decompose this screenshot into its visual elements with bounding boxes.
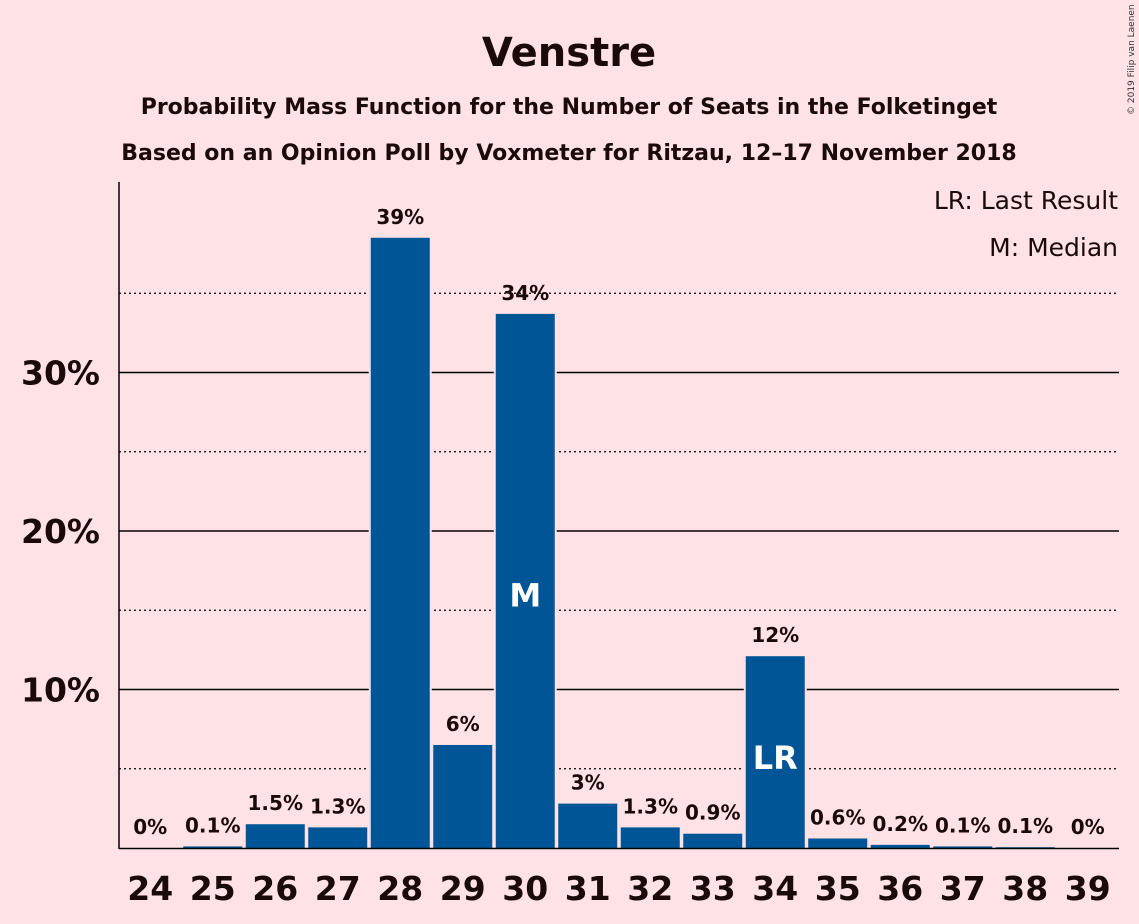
gridlines: [119, 292, 1119, 770]
median-marker: M: [509, 576, 541, 614]
data-label: 39%: [376, 205, 424, 229]
bar: [870, 844, 930, 848]
legend-median: M: Median: [989, 233, 1118, 262]
chart-subtitle-1: Probability Mass Function for the Number…: [141, 95, 998, 120]
x-tick-label: 33: [690, 869, 736, 908]
x-tick-label: 32: [627, 869, 673, 908]
data-label: 1.3%: [310, 794, 365, 818]
data-label: 0.9%: [685, 801, 740, 825]
x-tick-label: 35: [815, 869, 861, 908]
legend-last-result: LR: Last Result: [934, 186, 1118, 215]
data-label: 0.6%: [810, 805, 865, 829]
data-label: 0.1%: [185, 813, 240, 837]
bar-halo: [993, 845, 1057, 848]
data-label: 34%: [501, 281, 549, 305]
bar: [495, 313, 555, 849]
data-label: 0%: [1071, 815, 1105, 839]
x-tick-label: 34: [752, 869, 798, 908]
bar: [308, 827, 368, 848]
data-label: 3%: [571, 771, 605, 795]
bar-halo: [931, 844, 995, 848]
data-label: 6%: [446, 712, 480, 736]
bar: [245, 824, 305, 848]
x-tick-label: 27: [315, 869, 361, 908]
data-label: 12%: [751, 623, 799, 647]
data-label: 1.3%: [623, 794, 678, 818]
y-tick-label: 20%: [21, 512, 100, 551]
data-label: 1.5%: [248, 791, 303, 815]
x-tick-label: 31: [565, 869, 611, 908]
x-tick-label: 37: [940, 869, 986, 908]
x-tick-label: 39: [1065, 869, 1111, 908]
x-tick-label: 38: [1002, 869, 1048, 908]
x-tick-label: 28: [377, 869, 423, 908]
data-label: 0.2%: [873, 812, 928, 836]
bar: [933, 846, 993, 848]
x-tick-label: 25: [190, 869, 236, 908]
copyright-notice: © 2019 Filip van Laenen: [1127, 4, 1137, 115]
data-label: 0.1%: [998, 814, 1053, 838]
x-tick-label: 24: [127, 869, 173, 908]
bar: [433, 744, 493, 848]
y-tick-label: 30%: [21, 354, 100, 393]
bars-group: [181, 235, 1057, 849]
x-tick-label: 36: [877, 869, 923, 908]
x-tick-label: 26: [252, 869, 298, 908]
bar-halo: [181, 844, 245, 848]
bar: [183, 846, 243, 848]
chart-subtitle-2: Based on an Opinion Poll by Voxmeter for…: [121, 141, 1016, 166]
bar: [558, 803, 618, 848]
labels-group: 10% 20% 30% 0% 24 0.1% 25 1.5% 26 1.3% 27 39% 28 6% 29…: [21, 205, 1111, 908]
chart-title: Venstre: [482, 30, 656, 76]
data-label: 0%: [133, 815, 167, 839]
data-label: 0.1%: [935, 813, 990, 837]
bar: [745, 656, 805, 848]
bar: [370, 237, 430, 848]
x-tick-label: 29: [440, 869, 486, 908]
bar: [808, 838, 868, 848]
bar: [683, 833, 743, 848]
x-tick-label: 30: [502, 869, 548, 908]
bar: [620, 827, 680, 848]
last-result-marker: LR: [753, 739, 798, 777]
y-tick-label: 10%: [21, 671, 100, 710]
bar: [995, 847, 1055, 848]
